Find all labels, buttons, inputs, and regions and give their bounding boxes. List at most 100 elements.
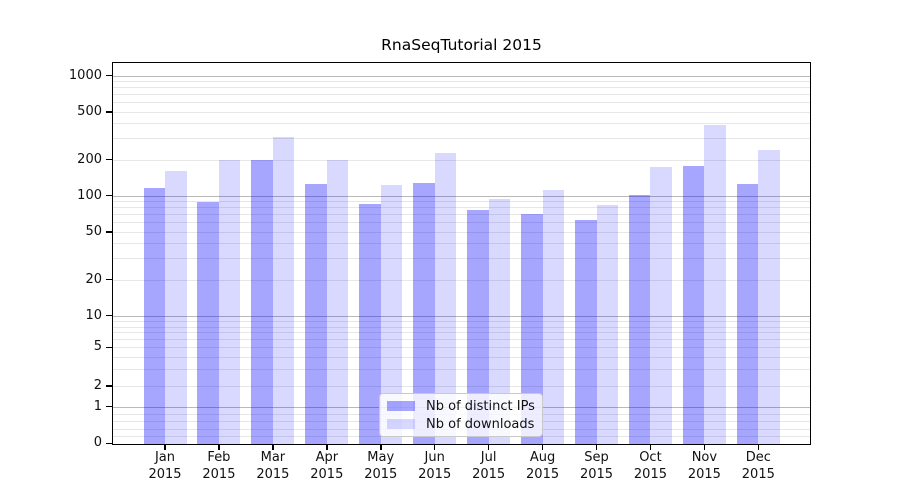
legend: Nb of distinct IPs Nb of downloads: [379, 393, 543, 437]
x-tick-mark: [541, 444, 544, 450]
y-tick-mark: [106, 194, 113, 197]
x-tick-mark: [703, 444, 706, 450]
gridline-minor: [113, 339, 810, 341]
gridline-major: [113, 195, 810, 197]
gridline-minor: [113, 207, 810, 209]
bar-dec-downloads: [758, 150, 780, 444]
y-tick-label: 1: [93, 398, 102, 414]
bar-apr-downloads: [326, 160, 349, 444]
gridline-minor: [113, 386, 810, 387]
legend-row: Nb of distinct IPs: [387, 399, 535, 414]
y-tick-label: 50: [85, 223, 102, 239]
x-tick-label: Mar 2015: [256, 450, 290, 482]
y-tick-mark: [106, 74, 113, 77]
bar-jul-ips: [467, 210, 489, 444]
y-tick-mark: [106, 158, 113, 161]
gridline-minor: [113, 123, 810, 125]
x-tick-mark: [164, 444, 166, 450]
bar-jun-ips: [413, 182, 435, 444]
x-tick-mark: [757, 444, 760, 450]
x-tick-mark: [272, 444, 274, 450]
bar-nov-ips: [682, 166, 705, 444]
x-tick-label: Sep 2015: [579, 450, 614, 482]
bar-may-ips: [359, 204, 381, 444]
plot-area: [112, 62, 811, 445]
x-tick-label: Feb 2015: [202, 450, 236, 482]
bar-mar-ips: [251, 159, 273, 444]
gridline-major: [113, 315, 810, 317]
gridline-minor: [113, 279, 810, 281]
gridline-minor: [113, 201, 810, 203]
bar-jan-downloads: [165, 170, 187, 444]
x-tick-mark: [433, 444, 436, 450]
gridline-minor: [113, 347, 810, 349]
y-tick-mark: [106, 442, 113, 445]
gridline-minor: [113, 102, 810, 104]
bar-feb-ips: [197, 201, 219, 444]
bar-oct-ips: [628, 195, 651, 444]
x-tick-label: Jan 2015: [148, 450, 182, 482]
bar-jun-downloads: [434, 152, 457, 444]
legend-label-downloads: Nb of downloads: [426, 416, 535, 432]
x-tick-mark: [326, 444, 328, 450]
x-tick-mark: [649, 444, 652, 450]
gridline-minor: [113, 356, 810, 358]
x-tick-mark: [218, 444, 220, 450]
bar-sep-ips: [575, 219, 597, 444]
bar-aug-ips: [521, 214, 543, 444]
bar-jul-downloads: [488, 199, 511, 444]
y-tick-mark: [106, 385, 113, 387]
gridline-minor: [113, 243, 810, 245]
gridline-minor: [113, 81, 810, 83]
bar-oct-downloads: [650, 166, 672, 444]
x-tick-label: Apr 2015: [310, 450, 344, 482]
legend-swatch-downloads: [387, 419, 415, 429]
y-tick-label: 2: [93, 378, 102, 393]
gridline-minor: [113, 94, 810, 96]
bar-sep-downloads: [596, 205, 619, 444]
legend-label-distinct-ips: Nb of distinct IPs: [426, 398, 535, 414]
bar-apr-ips: [305, 184, 327, 444]
y-tick-label: 10: [85, 307, 102, 323]
gridline-minor: [113, 159, 810, 161]
gridline-minor: [113, 321, 810, 323]
legend-swatch-distinct-ips: [387, 401, 415, 411]
y-tick-mark: [106, 405, 113, 408]
gridline-major: [113, 75, 810, 77]
y-tick-label: 500: [77, 103, 102, 119]
x-tick-label: Jun 2015: [418, 450, 452, 482]
x-tick-label: Dec 2015: [741, 450, 775, 482]
gridline-minor: [113, 222, 810, 224]
y-tick-mark: [106, 314, 113, 317]
gridline-minor: [113, 258, 810, 260]
x-tick-label: Oct 2015: [633, 450, 667, 482]
y-tick-label: 200: [77, 151, 102, 167]
gridline-minor: [113, 138, 810, 140]
y-tick-mark: [106, 278, 113, 281]
chart-title: RnaSeqTutorial 2015: [381, 36, 542, 54]
x-tick-label: Aug 2015: [526, 450, 560, 482]
y-tick-label: 20: [85, 271, 102, 287]
y-tick-mark: [106, 346, 113, 349]
bar-nov-downloads: [704, 125, 726, 444]
bar-dec-ips: [736, 184, 759, 444]
y-tick-mark: [106, 231, 113, 233]
x-tick-label: Nov 2015: [687, 450, 721, 482]
gridline-minor: [113, 332, 810, 334]
x-tick-mark: [487, 444, 490, 450]
y-tick-mark: [106, 111, 113, 113]
bar-aug-downloads: [542, 190, 565, 444]
x-tick-label: Jul 2015: [472, 450, 506, 482]
y-tick-label: 100: [77, 187, 102, 203]
bar-mar-downloads: [272, 136, 295, 444]
bar-jan-ips: [143, 188, 165, 444]
y-tick-label: 5: [93, 339, 102, 355]
gridline-minor: [113, 326, 810, 328]
y-tick-label: 0: [93, 435, 102, 451]
gridline-minor: [113, 87, 810, 89]
x-tick-mark: [595, 444, 598, 450]
x-tick-mark: [379, 444, 382, 450]
y-tick-label: 1000: [68, 67, 102, 83]
gridline-minor: [113, 111, 810, 113]
